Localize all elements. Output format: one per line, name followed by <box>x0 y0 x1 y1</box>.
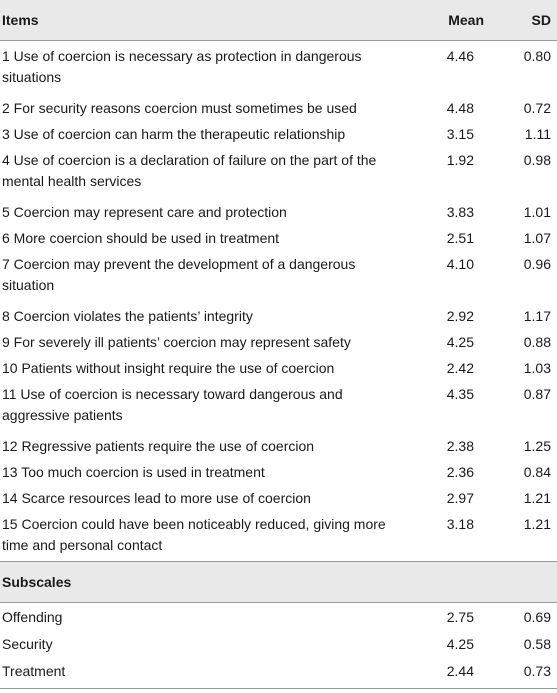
subscale-sd: 0.58 <box>523 636 551 652</box>
item-text: 10 Patients without insight require the … <box>2 360 335 376</box>
subscales-header-row: Subscales <box>0 561 557 603</box>
item-mean: 2.97 <box>446 490 474 506</box>
table-row: 13 Too much coercion is used in treatmen… <box>0 457 557 483</box>
table-row: 8 Coercion violates the patients’ integr… <box>0 301 557 327</box>
sd-column-header: SD <box>492 0 557 41</box>
table-row: 6 More coercion should be used in treatm… <box>0 223 557 249</box>
item-sd: 0.72 <box>523 100 551 116</box>
table-row: 5 Coercion may represent care and protec… <box>0 197 557 223</box>
item-mean: 2.42 <box>446 360 474 376</box>
table-row: 14 Scarce resources lead to more use of … <box>0 483 557 509</box>
table-row: 7 Coercion may prevent the development o… <box>0 249 557 301</box>
item-mean: 1.92 <box>446 152 474 168</box>
table-header-row: Items Mean SD <box>0 0 557 41</box>
mean-column-header: Mean <box>407 0 492 41</box>
item-mean: 2.92 <box>446 308 474 324</box>
subscale-sd: 0.69 <box>523 609 551 625</box>
item-sd: 0.80 <box>523 48 551 64</box>
item-sd: 1.21 <box>523 516 551 532</box>
subscales-title: Subscales <box>0 561 557 603</box>
item-sd: 1.17 <box>523 308 551 324</box>
item-sd: 1.11 <box>524 126 551 142</box>
item-text: 2 For security reasons coercion must som… <box>2 100 357 116</box>
table-row: 10 Patients without insight require the … <box>0 353 557 379</box>
item-text: 7 Coercion may prevent the development o… <box>2 256 356 293</box>
item-text: 5 Coercion may represent care and protec… <box>2 204 287 220</box>
table-row: 15 Coercion could have been noticeably r… <box>0 509 557 562</box>
subscale-mean: 2.75 <box>446 609 474 625</box>
item-mean: 3.83 <box>446 204 474 220</box>
item-mean: 4.25 <box>446 334 474 350</box>
items-column-header: Items <box>0 0 407 41</box>
item-mean: 4.48 <box>446 100 474 116</box>
item-mean: 4.46 <box>446 48 474 64</box>
item-text: 13 Too much coercion is used in treatmen… <box>2 464 265 480</box>
subscale-mean: 2.44 <box>407 657 492 689</box>
table-row: 1 Use of coercion is necessary as protec… <box>0 41 557 94</box>
table-row: Treatment 2.44 0.73 <box>0 657 557 689</box>
item-text: 15 Coercion could have been noticeably r… <box>2 516 386 553</box>
subscale-name: Security <box>2 636 53 652</box>
item-sd: 0.98 <box>523 152 551 168</box>
item-text: 8 Coercion violates the patients’ integr… <box>2 308 253 324</box>
item-text: 6 More coercion should be used in treatm… <box>2 230 280 246</box>
item-sd: 1.21 <box>523 490 551 506</box>
item-sd: 1.01 <box>523 204 551 220</box>
item-sd: 0.88 <box>523 334 551 350</box>
item-mean: 3.18 <box>446 516 474 532</box>
item-sd: 0.84 <box>523 464 551 480</box>
item-mean: 4.10 <box>446 256 474 272</box>
item-sd: 1.07 <box>523 230 551 246</box>
item-mean: 2.38 <box>446 438 474 454</box>
table-row: 2 For security reasons coercion must som… <box>0 93 557 119</box>
subscale-name: Offending <box>2 609 63 625</box>
table-row: Security 4.25 0.58 <box>0 630 557 657</box>
item-text: 14 Scarce resources lead to more use of … <box>2 490 311 506</box>
item-sd: 0.96 <box>523 256 551 272</box>
item-sd: 1.03 <box>523 360 551 376</box>
item-text: 9 For severely ill patients’ coercion ma… <box>2 334 351 350</box>
item-sd: 1.25 <box>523 438 551 454</box>
subscale-name: Treatment <box>0 657 407 689</box>
item-text: 3 Use of coercion can harm the therapeut… <box>2 126 346 142</box>
item-sd: 0.87 <box>523 386 551 402</box>
item-mean: 3.15 <box>446 126 474 142</box>
item-mean: 2.36 <box>446 464 474 480</box>
table-row: 4 Use of coercion is a declaration of fa… <box>0 145 557 197</box>
subscale-sd: 0.73 <box>492 657 557 689</box>
item-text: 12 Regressive patients require the use o… <box>2 438 315 454</box>
item-text: 1 Use of coercion is necessary as protec… <box>2 48 362 85</box>
item-mean: 4.35 <box>446 386 474 402</box>
subscale-mean: 4.25 <box>446 636 474 652</box>
item-mean: 2.51 <box>446 230 474 246</box>
table-row: 3 Use of coercion can harm the therapeut… <box>0 119 557 145</box>
table-row: 12 Regressive patients require the use o… <box>0 431 557 457</box>
table-row: 11 Use of coercion is necessary toward d… <box>0 379 557 431</box>
item-text: 11 Use of coercion is necessary toward d… <box>2 386 343 423</box>
table-row: 9 For severely ill patients’ coercion ma… <box>0 327 557 353</box>
table-row: Offending 2.75 0.69 <box>0 603 557 631</box>
item-text: 4 Use of coercion is a declaration of fa… <box>2 152 377 189</box>
